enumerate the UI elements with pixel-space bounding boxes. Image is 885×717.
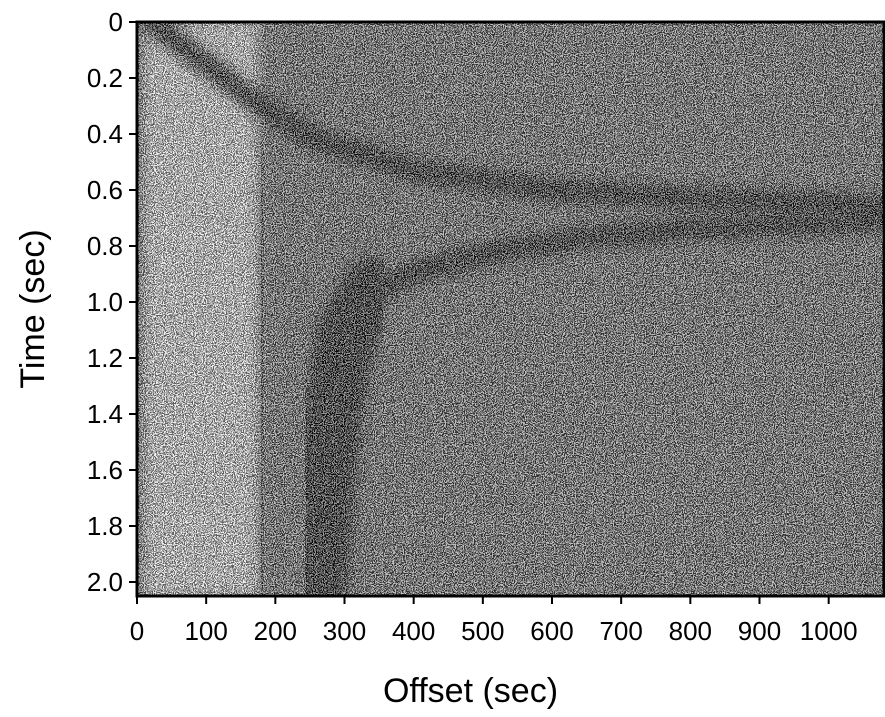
x-tick-label: 600 [530, 616, 573, 646]
x-tick-label: 700 [599, 616, 642, 646]
y-tick-label: 0.6 [87, 175, 123, 205]
x-tick-label: 800 [669, 616, 712, 646]
y-tick-label: 1.8 [87, 511, 123, 541]
y-tick-label: 0 [109, 7, 123, 37]
y-axis-title: Time (sec) [14, 229, 52, 388]
y-axis: 0 0.2 0.4 0.6 0.8 1.0 1.2 1.4 1.6 1.8 2.0 [87, 7, 137, 597]
y-tick-label: 1.6 [87, 455, 123, 485]
x-tick-label: 300 [323, 616, 366, 646]
x-tick-label: 200 [254, 616, 297, 646]
x-tick-label: 400 [392, 616, 435, 646]
y-tick-label: 0.2 [87, 63, 123, 93]
x-axis-title: Offset (sec) [383, 672, 558, 710]
y-tick-label: 0.8 [87, 231, 123, 261]
x-tick-label: 0 [130, 616, 144, 646]
x-tick-label: 900 [738, 616, 781, 646]
x-tick-label: 500 [461, 616, 504, 646]
y-tick-label: 1.0 [87, 287, 123, 317]
y-tick-label: 1.2 [87, 343, 123, 373]
x-tick-label: 100 [184, 616, 227, 646]
noise-texture [137, 22, 884, 596]
y-tick-label: 2.0 [87, 567, 123, 597]
plot-frame [135, 20, 885, 598]
x-tick-label: 1000 [800, 616, 858, 646]
plot-area [137, 22, 884, 596]
x-axis: 0 100 200 300 400 500 600 700 800 900 1000 [130, 596, 858, 646]
y-tick-label: 0.4 [87, 119, 123, 149]
y-tick-label: 1.4 [87, 399, 123, 429]
